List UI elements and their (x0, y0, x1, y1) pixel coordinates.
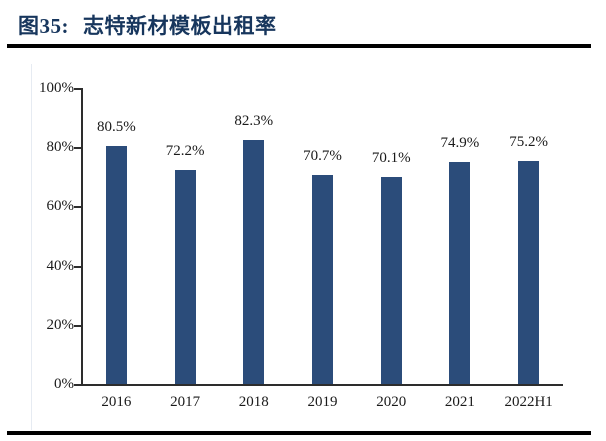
x-tick-label: 2018 (238, 394, 269, 410)
y-tick-mark (74, 324, 81, 327)
bar-value-label: 72.2% (165, 143, 205, 160)
bar-2022H1 (518, 161, 540, 384)
x-tick-label: 2016 (101, 394, 132, 410)
footer-divider (7, 431, 591, 435)
x-tick-label: 2021 (444, 394, 475, 410)
x-axis (82, 384, 563, 386)
chart-left-border (31, 64, 32, 430)
bar-2018 (243, 140, 265, 384)
y-tick-mark (74, 206, 81, 209)
bar-value-label: 70.1% (371, 149, 411, 166)
y-tick-mark (74, 384, 81, 386)
y-tick-label: 100% (39, 80, 74, 96)
x-tick-label: 2017 (170, 394, 201, 410)
y-tick-mark (74, 88, 81, 90)
y-tick-label: 0% (54, 376, 74, 392)
figure-name: 志特新材模板出租率 (83, 14, 277, 38)
y-tick-label: 60% (46, 198, 75, 215)
bar-value-label: 75.2% (509, 134, 549, 151)
x-tick-label: 2022H1 (504, 394, 553, 410)
bar-value-label: 70.7% (303, 147, 342, 164)
bar-2017 (174, 170, 196, 384)
bar-value-label: 74.9% (440, 135, 480, 152)
y-tick-mark (74, 265, 81, 268)
bar-2021 (449, 162, 471, 384)
y-axis (81, 88, 83, 386)
title-divider (7, 44, 591, 48)
bar-value-label: 80.5% (96, 118, 136, 135)
y-tick-label: 40% (46, 257, 75, 274)
x-tick-label: 2019 (307, 394, 338, 410)
figure-number: 图35: (18, 14, 69, 38)
figure-title: 图35: 志特新材模板出租率 (18, 10, 277, 40)
y-tick-label: 80% (46, 139, 75, 156)
bar-chart: 100% 80% 60% 40% 20% 0% 80.5% 2016 72.2% 2017 82.3… (0, 52, 606, 430)
bar-2020 (380, 176, 402, 384)
x-tick-label: 2020 (376, 394, 407, 410)
y-tick-label: 20% (46, 316, 75, 333)
y-tick-mark (74, 147, 81, 150)
bar-2019 (312, 174, 333, 384)
bar-2016 (105, 145, 127, 384)
bar-value-label: 82.3% (234, 113, 274, 130)
